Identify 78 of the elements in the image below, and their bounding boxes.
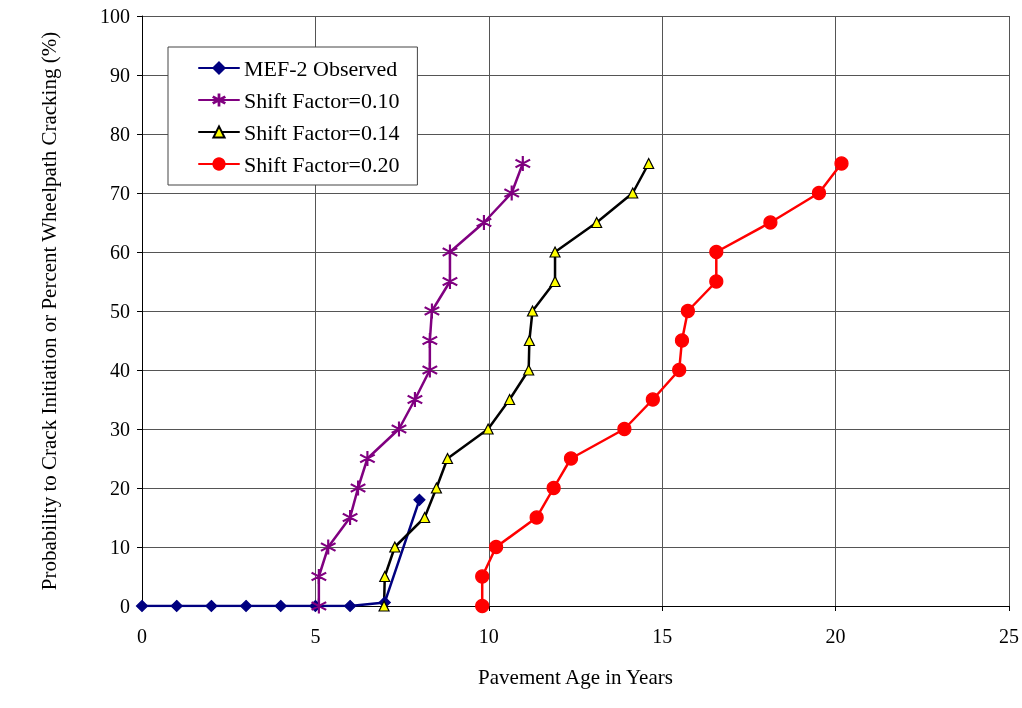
point <box>504 393 516 406</box>
point <box>476 214 492 231</box>
y-tick-label: 90 <box>110 64 130 86</box>
x-tick-label: 20 <box>825 625 846 647</box>
point <box>475 569 490 584</box>
point <box>430 482 443 494</box>
point <box>482 423 494 435</box>
point <box>523 364 535 376</box>
point <box>834 156 849 171</box>
point <box>274 599 287 613</box>
point <box>320 539 336 555</box>
y-tick-label: 100 <box>100 5 130 27</box>
y-tick-label: 70 <box>110 182 130 204</box>
legend-label: Shift Factor=0.10 <box>244 87 400 113</box>
point <box>617 421 632 437</box>
point <box>422 332 438 349</box>
x-tick-label: 10 <box>478 625 499 647</box>
point <box>515 155 531 172</box>
y-tick-label: 10 <box>110 536 130 558</box>
point <box>709 274 724 289</box>
point <box>343 599 357 613</box>
point <box>378 600 390 612</box>
point <box>342 509 358 526</box>
x-tick-label: 0 <box>137 625 147 647</box>
point <box>135 599 149 613</box>
point <box>627 187 639 199</box>
y-tick-label: 60 <box>110 241 130 263</box>
point <box>563 451 579 466</box>
point <box>311 598 327 614</box>
point <box>643 157 655 170</box>
y-tick-label: 50 <box>110 300 130 322</box>
point <box>442 273 458 290</box>
y-tick-label: 40 <box>110 359 130 381</box>
point <box>475 598 490 614</box>
point <box>239 599 253 613</box>
point <box>350 480 366 496</box>
point <box>549 246 561 258</box>
point <box>311 568 327 585</box>
point <box>549 275 561 288</box>
point <box>413 493 426 506</box>
point <box>504 185 520 201</box>
point <box>523 334 535 347</box>
point <box>674 333 690 348</box>
y-tick-label: 80 <box>110 123 130 145</box>
point <box>529 510 544 525</box>
point <box>546 480 561 496</box>
legend-label: MEF-2 Observed <box>244 55 398 81</box>
y-tick-label: 30 <box>110 418 130 440</box>
point <box>489 539 504 555</box>
point <box>391 421 407 437</box>
point <box>709 244 724 260</box>
point <box>170 599 183 613</box>
y-tick-label: 20 <box>110 477 130 499</box>
point <box>680 303 695 319</box>
point <box>591 216 603 229</box>
point <box>379 570 391 583</box>
point <box>811 185 827 201</box>
legend-label: Shift Factor=0.20 <box>244 151 400 177</box>
point <box>205 599 218 613</box>
point <box>526 305 539 317</box>
point <box>389 541 401 553</box>
point <box>672 362 687 378</box>
x-axis-title: Pavement Age in Years <box>478 664 673 689</box>
x-tick-label: 15 <box>652 625 673 647</box>
point <box>359 450 376 467</box>
x-tick-label: 5 <box>310 625 321 647</box>
point <box>763 215 778 230</box>
point <box>407 391 423 408</box>
point <box>645 392 660 407</box>
y-axis-title: Probability to Crack Initiation or Percent Wheelpath Cracking (%) <box>37 31 61 591</box>
point <box>442 244 458 260</box>
legend-label: Shift Factor=0.14 <box>244 119 400 145</box>
point <box>441 452 454 465</box>
x-tick-label: 25 <box>999 625 1019 647</box>
point <box>422 362 438 378</box>
y-tick-label: 0 <box>120 595 130 617</box>
point <box>424 303 440 319</box>
point <box>419 511 431 524</box>
